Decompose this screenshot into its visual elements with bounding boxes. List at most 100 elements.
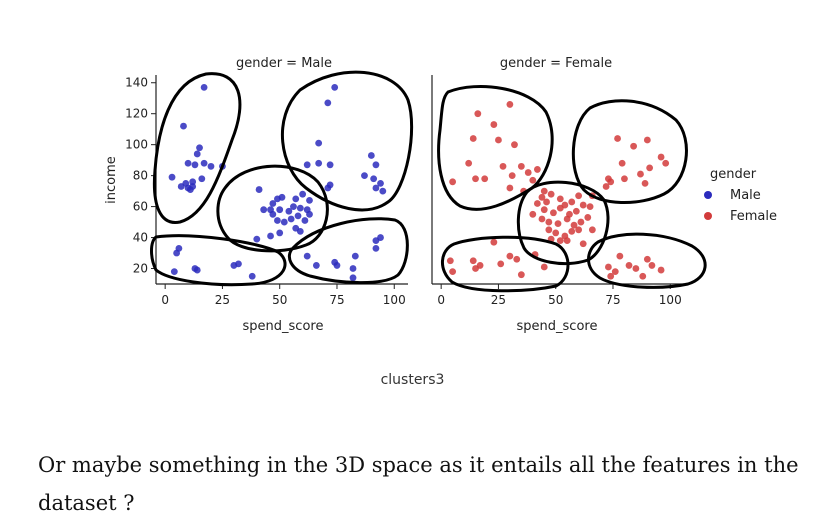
data-point [198,175,206,183]
legend-label-female: Female [730,209,777,224]
legend: gender Male Female [704,167,777,224]
x-tick-label: 50 [548,293,563,307]
panel-female: gender = Female 0 25 50 75 100 spend_score [431,56,684,334]
legend-marker-male [704,191,712,199]
data-point [497,260,505,268]
data-point [568,227,576,235]
x-tick-label: 75 [605,293,620,307]
data-point [657,266,665,274]
data-point [554,220,562,228]
data-point [605,263,612,271]
data-point [517,162,525,170]
data-point [513,255,521,263]
data-point [472,265,479,272]
data-point [324,184,332,192]
data-point [207,162,215,170]
data-point [303,252,311,260]
data-point [568,198,576,206]
data-point [377,234,384,241]
data-point [545,218,553,226]
data-point [556,204,564,212]
points-male [168,83,387,282]
data-point [370,175,378,183]
data-point [285,207,293,215]
data-point [506,252,514,260]
cluster-outlines-female [437,85,707,293]
x-axis-label-male: spend_score [243,319,324,334]
data-point [563,215,571,223]
data-point [168,173,176,181]
data-point [584,214,592,221]
data-point [278,193,286,201]
data-point [276,229,284,237]
data-point [294,212,302,220]
data-point [630,142,637,150]
data-point [469,257,477,265]
figure-caption: clusters3 [380,372,445,388]
data-point [540,206,548,214]
x-ticks-male: 0 25 50 75 100 [161,284,406,307]
data-point [290,203,297,210]
data-point [637,170,644,178]
data-point [469,135,477,142]
data-point [643,255,651,263]
x-tick-label: 100 [659,293,682,307]
data-point [465,159,473,167]
data-point [349,274,357,282]
cluster-outline [150,234,287,287]
data-point [472,175,479,183]
data-point [616,252,624,260]
data-point [269,200,277,207]
data-point [648,262,656,269]
data-point [474,110,482,118]
data-point [611,268,619,276]
data-point [331,83,339,91]
legend-title: gender [710,167,757,182]
data-point [538,215,546,223]
data-point [306,210,313,218]
legend-marker-female [704,212,712,220]
y-tick-label: 80 [133,169,148,183]
figure: gender = Male 20 40 60 80 100 120 140 0 25 50 75 1… [104,56,777,334]
data-point [556,237,564,245]
data-point [506,101,514,108]
data-point [287,215,295,223]
data-point [296,227,304,235]
y-tick-label: 120 [125,107,148,121]
data-point [326,161,334,169]
data-point [607,272,615,280]
data-point [552,229,560,237]
data-point [351,252,359,260]
data-point [182,179,190,187]
data-point [529,210,537,218]
data-point [517,271,525,279]
data-point [543,198,550,206]
cluster-outline [441,235,570,293]
data-point [189,183,197,190]
data-point [657,153,665,161]
x-axis-label-female: spend_score [517,319,598,334]
points-female [446,101,670,280]
cluster-outline [216,164,329,253]
data-point [193,266,201,274]
data-point [333,262,341,269]
y-tick-label: 140 [125,76,148,90]
data-point [267,232,274,240]
data-point [269,210,277,218]
panel-male: gender = Male 20 40 60 80 100 120 140 0 25 50 75 1… [104,56,408,334]
data-point [563,237,571,245]
data-point [449,178,457,186]
data-point [506,184,514,192]
data-point [306,197,313,204]
x-tick-label: 100 [383,293,406,307]
y-axis-label: income [104,156,119,204]
data-point [175,244,183,252]
data-point [605,175,612,183]
x-tick-label: 50 [272,293,287,307]
body-paragraph: Or maybe something in the 3D space as it… [38,453,799,515]
data-point [618,159,626,167]
data-point [499,162,507,170]
data-point [324,99,332,107]
x-tick-label: 0 [161,293,169,307]
data-point [253,235,261,243]
